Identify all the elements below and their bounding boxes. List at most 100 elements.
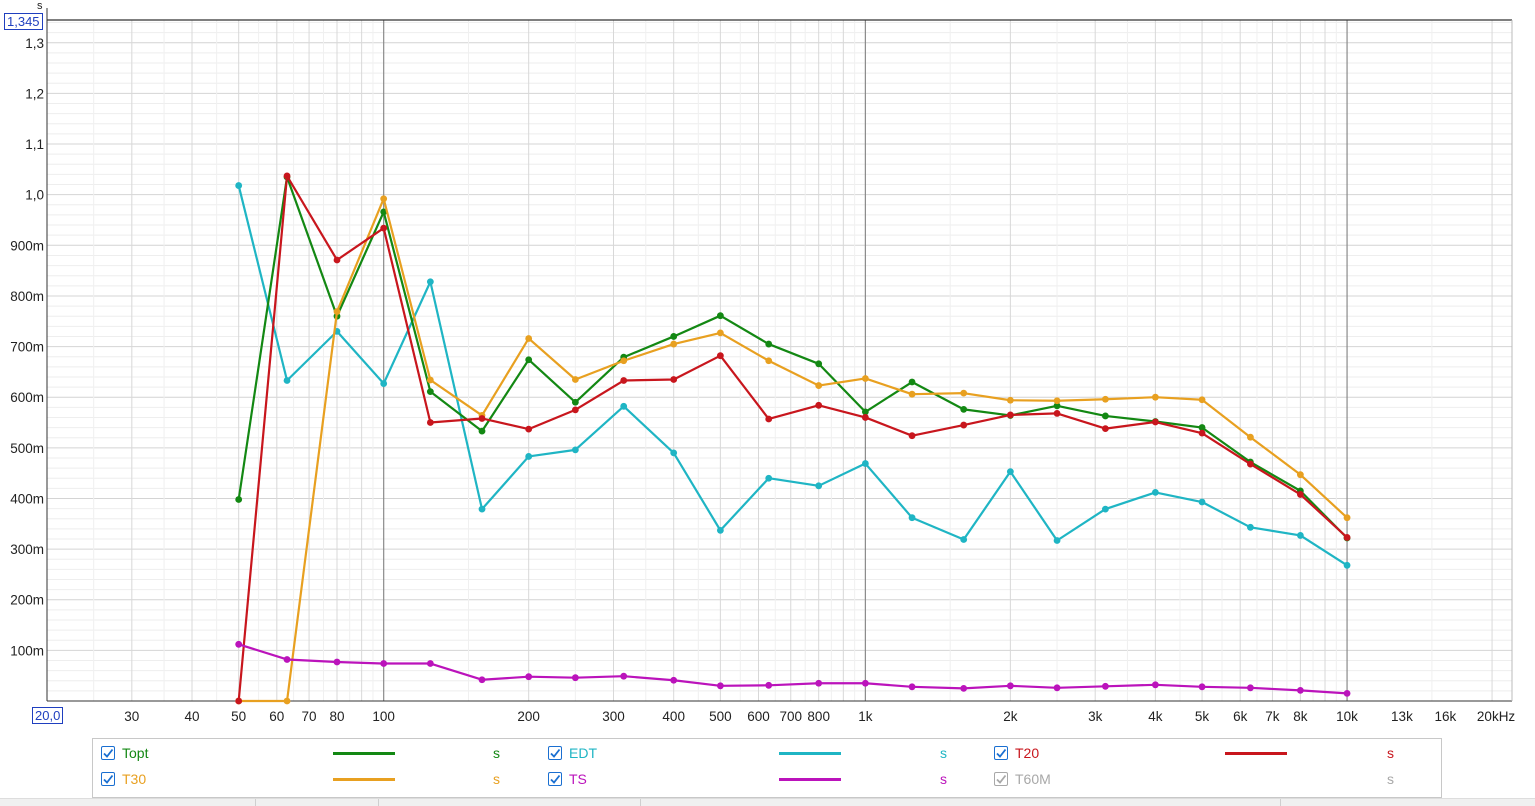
data-point-t20 (571, 406, 579, 414)
data-point-edt (478, 505, 486, 513)
legend-panel: Topt s EDT s T20 s T30 s TS s T60M s (92, 738, 1442, 798)
legend-item-edt[interactable]: EDT (548, 742, 597, 764)
data-point-topt (670, 333, 678, 340)
data-point-t20 (765, 415, 773, 423)
data-point-t30 (1343, 514, 1351, 522)
data-point-t30 (815, 382, 823, 389)
data-point-edt (716, 526, 724, 534)
legend-swatch-t30 (333, 778, 395, 781)
x-tick-label: 13k (1391, 709, 1413, 724)
legend-checkbox[interactable] (101, 746, 115, 760)
data-point-edt (960, 536, 968, 543)
data-point-ts (426, 660, 434, 667)
data-point-t20 (1006, 411, 1014, 419)
data-point-edt (380, 380, 388, 387)
data-point-ts (815, 679, 823, 687)
checkmark-icon (996, 774, 1007, 784)
checkmark-icon (996, 748, 1007, 758)
data-point-t30 (380, 195, 388, 203)
data-point-ts (765, 681, 773, 689)
data-point-t30 (525, 335, 533, 342)
data-point-ts (861, 679, 869, 687)
data-point-topt (815, 360, 823, 368)
data-point-t20 (333, 256, 341, 264)
data-point-ts (960, 684, 968, 692)
legend-label: T60M (1015, 771, 1051, 787)
data-point-t20 (1247, 460, 1254, 468)
legend-label: TS (569, 771, 587, 787)
x-tick-label: 30 (124, 709, 139, 724)
data-point-ts (908, 683, 916, 691)
legend-item-topt[interactable]: Topt (101, 742, 148, 764)
data-point-ts (525, 673, 533, 681)
legend-unit: s (493, 771, 500, 787)
legend-unit: s (940, 771, 947, 787)
data-point-t30 (1296, 471, 1304, 479)
legend-swatch-edt (779, 752, 841, 755)
data-point-t20 (525, 425, 533, 433)
checkmark-icon (550, 774, 561, 784)
data-point-edt (1151, 488, 1159, 496)
data-point-edt (1296, 532, 1304, 539)
y-tick-label: 900m (10, 238, 44, 253)
legend-checkbox[interactable] (994, 772, 1008, 786)
legend-item-t20[interactable]: T20 (994, 742, 1039, 764)
data-point-t20 (670, 376, 678, 383)
y-tick-label: 300m (10, 542, 44, 557)
y-tick-label: 800m (10, 289, 44, 304)
x-tick-label: 2k (1003, 709, 1018, 724)
legend-unit: s (1387, 745, 1394, 761)
data-point-t30 (1151, 393, 1159, 401)
data-point-ts (1296, 686, 1304, 694)
legend-swatch-t20 (1225, 752, 1287, 755)
data-point-topt (1053, 402, 1061, 410)
data-point-topt (426, 388, 434, 396)
x-tick-label: 500 (709, 709, 732, 724)
x-tick-label: 3k (1088, 709, 1103, 724)
x-tick-label: 80 (329, 709, 344, 724)
x-tick-label: 1k (858, 709, 873, 724)
data-point-topt (525, 356, 533, 364)
data-point-topt (908, 378, 916, 386)
data-point-ts (1247, 684, 1254, 692)
data-point-t30 (765, 357, 773, 365)
series-line-topt (237, 175, 1348, 539)
x-tick-label: 60 (269, 709, 284, 724)
data-point-edt (908, 514, 916, 522)
data-point-ts (380, 660, 388, 667)
y-tick-label: 1,0 (25, 188, 44, 203)
data-point-edt (1198, 498, 1206, 506)
legend-item-t60m[interactable]: T60M (994, 768, 1051, 790)
data-point-t30 (1053, 397, 1061, 405)
legend-item-t30[interactable]: T30 (101, 768, 146, 790)
data-point-edt (235, 182, 243, 189)
data-point-topt (960, 405, 968, 413)
legend-checkbox[interactable] (994, 746, 1008, 760)
data-point-ts (1198, 683, 1206, 691)
x-min-field[interactable]: 20,0 (32, 707, 64, 724)
legend-item-ts[interactable]: TS (548, 768, 587, 790)
x-tick-label: 20kHz (1477, 709, 1516, 724)
x-tick-label: 16k (1434, 709, 1456, 724)
data-point-t30 (571, 376, 579, 383)
checkmark-icon (103, 748, 114, 758)
y-max-field[interactable]: 1,345 (4, 13, 43, 30)
data-point-topt (478, 427, 486, 435)
data-point-t30 (333, 308, 341, 316)
y-tick-label: 1,2 (25, 86, 44, 101)
legend-checkbox[interactable] (548, 746, 562, 760)
data-point-t20 (861, 414, 869, 421)
legend-checkbox[interactable] (101, 772, 115, 786)
y-tick-label: 1,3 (25, 36, 44, 51)
data-point-ts (235, 640, 243, 648)
series-line-ts (238, 643, 1348, 695)
legend-checkbox[interactable] (548, 772, 562, 786)
x-tick-label: 100 (372, 709, 395, 724)
data-point-t30 (1102, 395, 1109, 403)
data-point-ts (283, 656, 291, 663)
data-point-ts (1151, 681, 1159, 689)
data-point-ts (1006, 682, 1014, 690)
data-point-edt (283, 377, 291, 384)
data-point-t20 (1296, 491, 1304, 498)
legend-label: Topt (122, 745, 149, 761)
